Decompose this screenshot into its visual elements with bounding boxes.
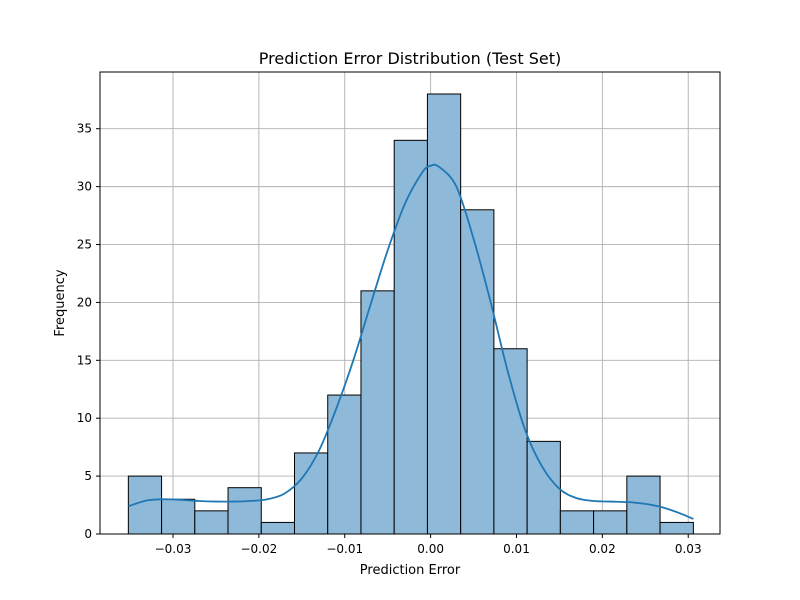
plot-frame	[99, 71, 721, 535]
chart-title: Prediction Error Distribution (Test Set)	[259, 49, 561, 68]
histogram-bar	[559, 510, 595, 535]
x-axis-label: Prediction Error	[360, 563, 461, 578]
y-tick-label: 30	[77, 180, 92, 194]
y-tick-label: 35	[77, 122, 92, 136]
histogram-bar	[593, 510, 628, 535]
histogram-bar	[659, 521, 694, 535]
histogram-bar	[161, 498, 196, 535]
y-tick-label: 5	[84, 469, 92, 483]
y-tick-label: 20	[77, 295, 92, 309]
histogram-bar	[194, 510, 229, 535]
kde-curve	[128, 163, 694, 520]
y-tick-label: 10	[77, 411, 92, 425]
x-axis-ticks: −0.03 −0.02 −0.01 0.00 0.01 0.02 0.03	[155, 534, 702, 556]
histogram-bar	[360, 290, 395, 535]
y-tick-label: 25	[77, 238, 92, 252]
x-tick-label: 0.03	[675, 542, 702, 556]
kde-curve-group	[128, 163, 694, 520]
x-tick-label: 0.01	[503, 542, 530, 556]
y-axis-ticks: 0 5 10 15 20 25 30 35	[77, 122, 100, 541]
histogram-bar	[426, 93, 462, 535]
y-tick-label: 0	[84, 527, 92, 541]
y-axis-label: Frequency	[53, 269, 68, 336]
histogram-bars	[127, 93, 694, 535]
x-tick-label: 0.00	[417, 542, 444, 556]
histogram-bar	[493, 348, 528, 535]
histogram-bar	[260, 521, 296, 535]
x-tick-label: −0.02	[240, 542, 277, 556]
histogram-bar	[460, 209, 495, 535]
y-tick-label: 15	[77, 353, 92, 367]
histogram-bar	[227, 487, 262, 535]
histogram-bar	[526, 440, 561, 535]
x-tick-label: 0.02	[589, 542, 616, 556]
x-tick-label: −0.03	[155, 542, 192, 556]
x-tick-label: −0.01	[326, 542, 363, 556]
histogram-bar	[393, 139, 428, 535]
